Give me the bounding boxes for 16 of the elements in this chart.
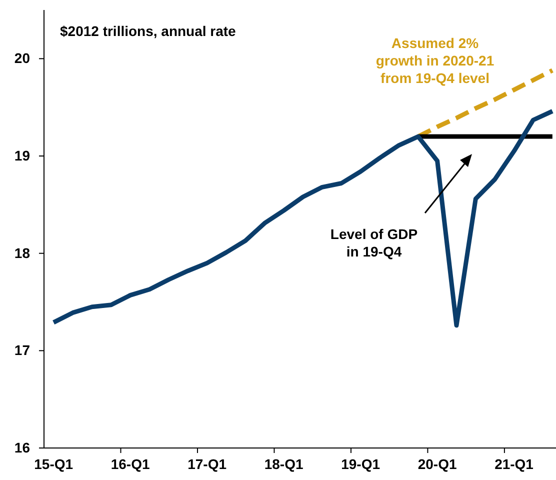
line-series xyxy=(51,108,555,328)
y-tick-label: 16 xyxy=(14,439,30,456)
y-tick-label: 18 xyxy=(14,244,30,261)
x-tick-label: 21-Q1 xyxy=(494,456,534,472)
y-tick-label: 17 xyxy=(14,342,30,358)
y-tick-label: 20 xyxy=(14,50,30,66)
x-tick-label: 16-Q1 xyxy=(110,456,150,472)
x-tick-label: 18-Q1 xyxy=(264,456,304,472)
x-tick-label: 20-Q1 xyxy=(418,456,457,472)
annotation: Level of GDP in 19-Q4 xyxy=(330,226,418,260)
y-tick-label: 19 xyxy=(14,147,30,164)
x-tick-label: 15-Q1 xyxy=(34,456,74,472)
series-label: Assumed 2% growth in 2020-21 from 19-Q4 level xyxy=(376,35,494,86)
x-tick-label: 19-Q1 xyxy=(341,456,380,472)
y-axis-title: $2012 trillions, annual rate xyxy=(60,23,236,39)
x-tick-label: 17-Q1 xyxy=(188,456,227,472)
